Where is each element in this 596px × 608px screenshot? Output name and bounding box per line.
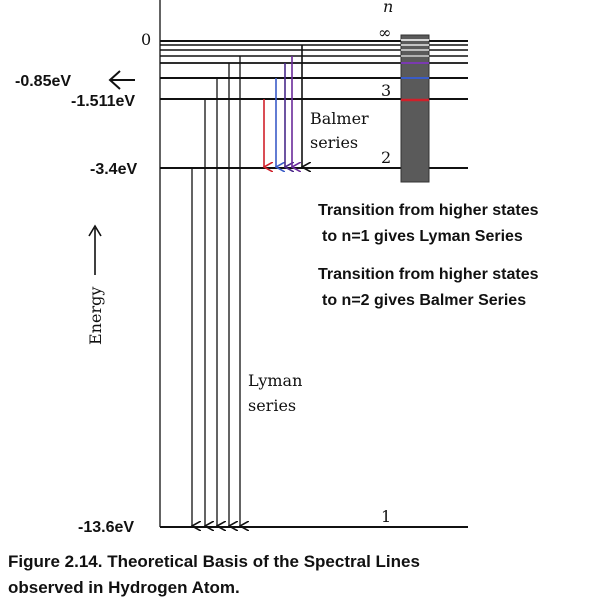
lyman-label-line-2: series <box>248 396 296 415</box>
caption-line-1: Figure 2.14. Theoretical Basis of the Sp… <box>8 552 420 571</box>
balmer-series-note: Transition from higher states to n=2 giv… <box>318 262 538 314</box>
lyman-note-line-2: to n=1 gives Lyman Series <box>322 228 523 245</box>
energy-label-minus-3-4: -3.4eV <box>90 161 137 178</box>
energy-axis-label: Energy <box>86 287 105 345</box>
lyman-note-line-1: Transition from higher states <box>318 202 539 219</box>
n3-label: 3 <box>381 81 391 100</box>
caption-line-2: observed in Hydrogen Atom. <box>8 578 240 597</box>
n2-label: 2 <box>381 148 391 167</box>
lyman-label-line-1: Lyman <box>248 371 302 390</box>
energy-label-minus-13-6: -13.6eV <box>78 519 134 536</box>
lyman-series-label: Lyman series <box>248 371 308 415</box>
balmer-note-line-2: to n=2 gives Balmer Series <box>322 292 527 309</box>
lyman-transition-arrows <box>192 56 240 526</box>
n-header-label: n <box>383 0 393 16</box>
lyman-series-note: Transition from higher states to n=1 giv… <box>318 198 538 250</box>
energy-label-minus-1-511: -1.511eV <box>71 93 135 110</box>
energy-axis-label-group: Energy <box>86 224 105 345</box>
balmer-series-label: Balmer series <box>310 109 374 152</box>
left-arrow-icon <box>108 70 135 90</box>
n-infinity-label: ∞ <box>378 23 391 42</box>
energy-label-minus-0-85: -0.85eV <box>15 73 71 90</box>
n1-label: 1 <box>381 507 391 526</box>
spectrum-strip <box>400 34 430 183</box>
figure-caption: Figure 2.14. Theoretical Basis of the Sp… <box>8 549 568 601</box>
balmer-transition-arrows <box>264 45 302 167</box>
balmer-label-line-2: series <box>310 133 358 152</box>
up-arrow-icon <box>88 224 102 275</box>
zero-energy-label: 0 <box>141 30 151 49</box>
balmer-label-line-1: Balmer <box>310 109 369 128</box>
balmer-note-line-1: Transition from higher states <box>318 266 539 283</box>
